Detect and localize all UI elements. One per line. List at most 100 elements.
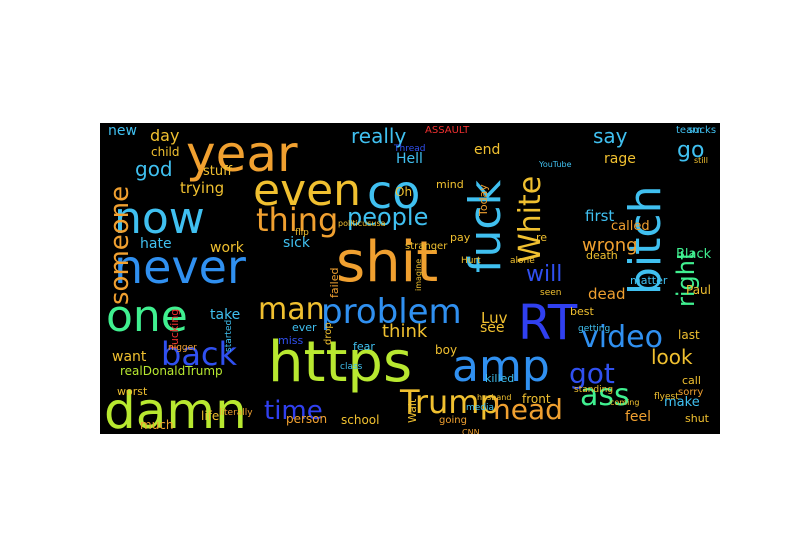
cloud-word-see: see — [480, 320, 505, 336]
cloud-word-hate: hate — [140, 236, 172, 252]
cloud-word-people: people — [347, 203, 428, 231]
cloud-word-dead: dead — [588, 285, 625, 303]
cloud-word-time: time — [264, 396, 323, 426]
cloud-word-now: now — [114, 193, 205, 244]
cloud-word-cnn: CNN — [462, 428, 480, 434]
cloud-word-problem: problem — [321, 292, 462, 332]
cloud-word-seen: seen — [540, 288, 561, 298]
cloud-word-go: go — [677, 138, 704, 163]
cloud-word-amp: amp — [452, 341, 550, 392]
cloud-word-boy: boy — [435, 343, 457, 357]
cloud-word-death: death — [586, 249, 618, 262]
cloud-word-back: back — [161, 335, 238, 373]
cloud-word-realdonaldtrump: realDonaldTrump — [120, 364, 223, 378]
cloud-word-life: life — [201, 409, 219, 423]
cloud-word-thread: Thread — [393, 144, 425, 154]
cloud-word-really: really — [351, 124, 406, 148]
cloud-word-video: video — [581, 320, 663, 355]
cloud-word-man: man — [258, 292, 325, 327]
cloud-word-last: last — [678, 328, 700, 342]
cloud-word-ever: ever — [292, 321, 317, 334]
cloud-word-wrong: wrong — [582, 235, 638, 256]
cloud-word-new: new — [108, 123, 137, 139]
cloud-word-never: never — [114, 240, 246, 294]
cloud-word-make: make — [664, 395, 700, 410]
cloud-word-white: White — [513, 176, 548, 263]
cloud-word-child: child — [151, 145, 180, 159]
cloud-word-front: front — [522, 392, 551, 406]
cloud-word-rage: rage — [604, 151, 636, 167]
cloud-word-mind: mind — [436, 178, 464, 191]
cloud-word-miss: miss — [278, 334, 304, 347]
cloud-word-standing: standing — [574, 385, 613, 395]
cloud-word-person: person — [286, 412, 327, 426]
word-cloud-canvas: shit https amp fuck bitch never year now damn RT o… — [104, 123, 716, 434]
cloud-word-media: media — [466, 403, 494, 413]
cloud-word-bitch: bitch — [620, 186, 671, 295]
cloud-word-feel: feel — [625, 409, 651, 425]
cloud-word-team: team — [676, 125, 702, 136]
cloud-word-stranger: stranger — [405, 241, 448, 252]
cloud-word-pay: pay — [450, 231, 471, 244]
cloud-word-youtube: YouTube — [538, 160, 572, 169]
cloud-word-re: re — [536, 231, 547, 244]
cloud-word-sick: sick — [283, 235, 311, 251]
cloud-word-stuff: stuff — [203, 164, 233, 179]
cloud-word-matter: matter — [630, 274, 668, 287]
cloud-word-flyest: flyest — [654, 392, 679, 402]
cloud-word-look: look — [651, 345, 693, 369]
cloud-word-wait: Wait — [406, 398, 419, 423]
cloud-word-will: will — [526, 262, 562, 287]
cloud-word-work: work — [210, 240, 245, 256]
cloud-word-class: class — [340, 362, 363, 372]
cloud-word-best: best — [570, 305, 594, 318]
cloud-word-worst: worst — [117, 385, 148, 398]
cloud-word-fucking: fucking — [168, 309, 181, 349]
cloud-word-oh: Oh — [395, 185, 412, 199]
cloud-word-think: think — [382, 321, 428, 342]
cloud-word-luv: Luv — [481, 309, 508, 327]
cloud-word-thing: thing — [256, 201, 338, 239]
cloud-word-hell: Hell — [396, 151, 423, 167]
cloud-word-hurt: Hurt — [461, 256, 481, 266]
cloud-word-right: right — [672, 251, 700, 307]
cloud-word-rt: RT — [518, 295, 578, 351]
cloud-word-paul: Paul — [686, 283, 711, 297]
cloud-word-ass: ass — [580, 378, 630, 413]
cloud-word-someone: someone — [105, 186, 135, 305]
cloud-word-getting: getting — [578, 324, 610, 334]
cloud-word-end: end — [474, 142, 500, 158]
cloud-word-husband: husband — [477, 393, 511, 402]
cloud-word-alone: alone — [510, 256, 535, 266]
cloud-word-today: Today — [477, 184, 490, 217]
cloud-word-god: god — [135, 157, 173, 181]
cloud-word-want: want — [112, 349, 147, 365]
cloud-word-literally: literally — [219, 408, 253, 418]
cloud-word-assault: ASSAULT — [425, 125, 470, 136]
cloud-word-called: called — [611, 219, 650, 234]
cloud-word-school: school — [341, 413, 379, 427]
cloud-word-shut: shut — [685, 412, 710, 425]
cloud-word-still: still — [694, 156, 708, 165]
cloud-word-damn: damn — [104, 382, 247, 434]
cloud-word-killed: killed — [485, 372, 514, 385]
cloud-word-say: say — [593, 124, 628, 148]
cloud-word-first: first — [585, 207, 614, 225]
cloud-word-sucks: sucks — [688, 125, 716, 136]
cloud-word-got: got — [569, 357, 615, 390]
cloud-word-going: going — [439, 415, 467, 426]
cloud-word-trying: trying — [180, 179, 224, 197]
word-cloud: shit https amp fuck bitch never year now damn RT o… — [100, 123, 720, 434]
cloud-word-sorry: sorry — [678, 387, 703, 398]
cloud-word-flip: flip — [295, 228, 309, 238]
cloud-word-co: co — [367, 165, 420, 219]
cloud-word-failed: failed — [328, 268, 341, 298]
cloud-word-head: head — [493, 393, 563, 426]
cloud-word-https: https — [268, 330, 412, 395]
cloud-word-call: call — [682, 374, 701, 387]
cloud-word-drop: drop — [323, 322, 334, 345]
cloud-word-nigger: nigger — [168, 343, 197, 353]
cloud-word-imagine: imagine — [414, 259, 423, 291]
cloud-word-started: started — [224, 320, 234, 352]
cloud-word-take: take — [210, 307, 240, 323]
